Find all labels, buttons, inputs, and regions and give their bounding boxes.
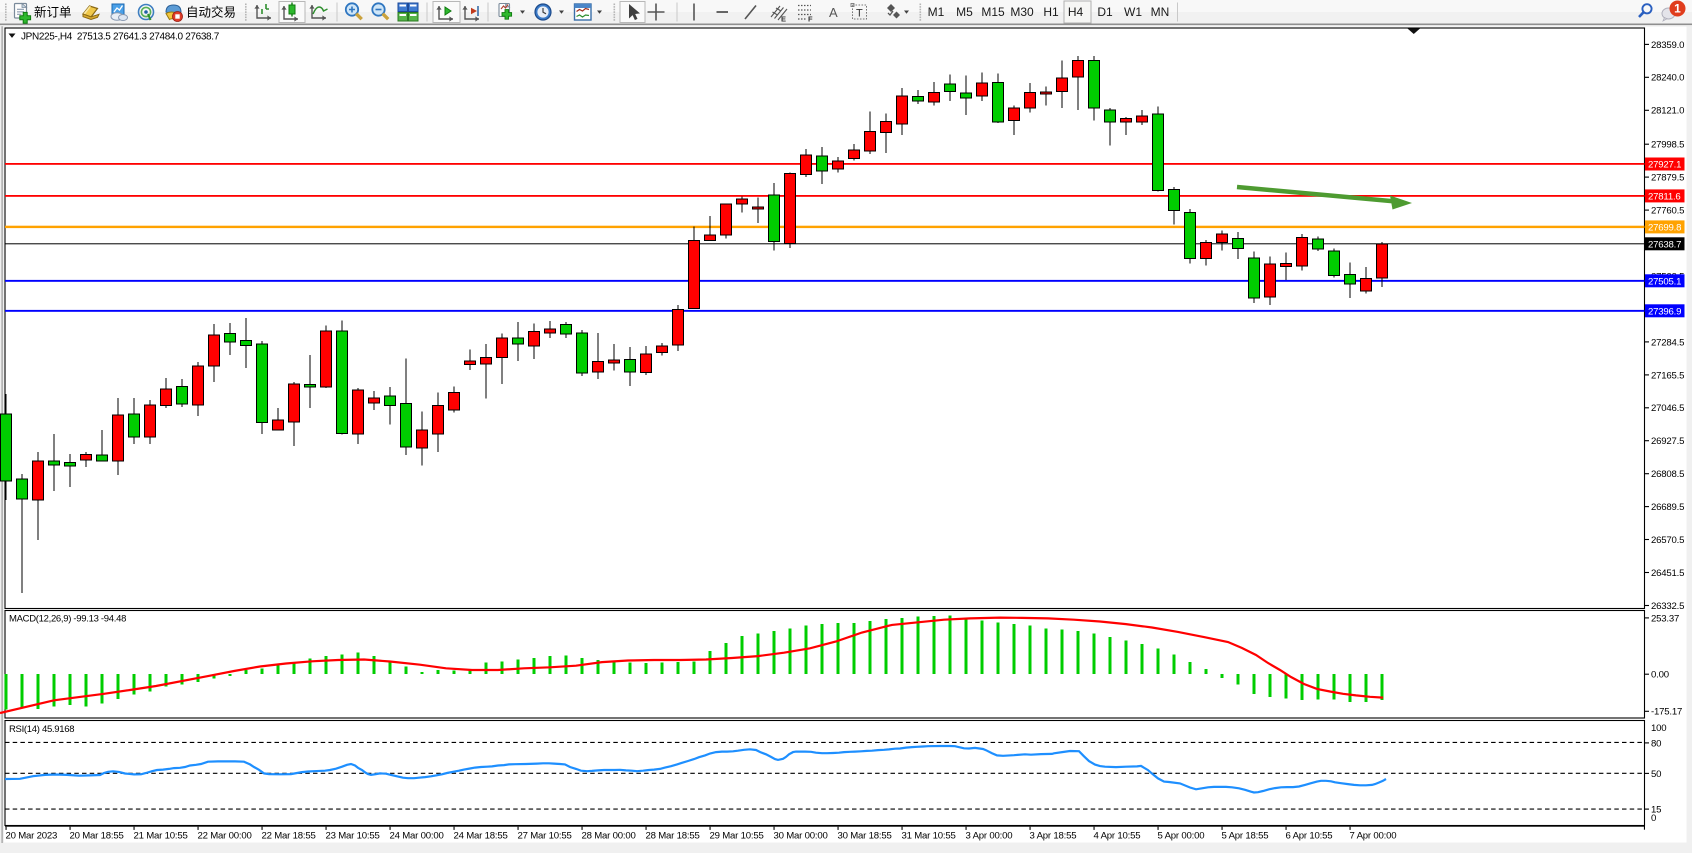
svg-text:26689.5: 26689.5 bbox=[1651, 502, 1684, 513]
svg-text:24 Mar 18:55: 24 Mar 18:55 bbox=[454, 831, 508, 842]
svg-text:4 Apr 10:55: 4 Apr 10:55 bbox=[1094, 831, 1141, 842]
svg-text:5 Apr 00:00: 5 Apr 00:00 bbox=[1158, 831, 1205, 842]
svg-text:30 Mar 00:00: 30 Mar 00:00 bbox=[774, 831, 828, 842]
svg-text:M15: M15 bbox=[981, 5, 1005, 19]
svg-text:27165.5: 27165.5 bbox=[1651, 370, 1684, 381]
svg-text:30 Mar 18:55: 30 Mar 18:55 bbox=[838, 831, 892, 842]
svg-text:100: 100 bbox=[1651, 723, 1666, 734]
svg-text:27505.1: 27505.1 bbox=[1648, 276, 1681, 287]
svg-text:27811.6: 27811.6 bbox=[1648, 192, 1681, 203]
svg-text:27638.7: 27638.7 bbox=[1648, 239, 1681, 250]
svg-text:M30: M30 bbox=[1010, 5, 1034, 19]
svg-text:26808.5: 26808.5 bbox=[1651, 469, 1684, 480]
svg-text:A: A bbox=[829, 5, 838, 20]
svg-text:27879.5: 27879.5 bbox=[1651, 173, 1684, 184]
svg-text:5 Apr 18:55: 5 Apr 18:55 bbox=[1222, 831, 1269, 842]
svg-text:3 Apr 18:55: 3 Apr 18:55 bbox=[1030, 831, 1077, 842]
svg-text:28 Mar 18:55: 28 Mar 18:55 bbox=[646, 831, 700, 842]
svg-text:RSI(14) 45.9168: RSI(14) 45.9168 bbox=[9, 724, 74, 735]
svg-text:27284.5: 27284.5 bbox=[1651, 337, 1684, 348]
svg-text:253.37: 253.37 bbox=[1651, 613, 1679, 624]
svg-text:20 Mar 18:55: 20 Mar 18:55 bbox=[70, 831, 124, 842]
svg-text:27927.1: 27927.1 bbox=[1648, 160, 1681, 171]
svg-text:20 Mar 2023: 20 Mar 2023 bbox=[6, 831, 58, 842]
svg-text:21 Mar 10:55: 21 Mar 10:55 bbox=[134, 831, 188, 842]
svg-text:28359.0: 28359.0 bbox=[1651, 40, 1684, 51]
svg-text:24 Mar 00:00: 24 Mar 00:00 bbox=[390, 831, 444, 842]
svg-text:D1: D1 bbox=[1097, 5, 1113, 19]
svg-text:27699.8: 27699.8 bbox=[1648, 223, 1681, 234]
svg-text:新订单: 新订单 bbox=[34, 5, 72, 20]
svg-text:1: 1 bbox=[1674, 2, 1681, 16]
svg-text:F: F bbox=[808, 15, 813, 24]
svg-text:26332.5: 26332.5 bbox=[1651, 601, 1684, 612]
svg-text:H1: H1 bbox=[1043, 5, 1059, 19]
svg-text:28 Mar 00:00: 28 Mar 00:00 bbox=[582, 831, 636, 842]
svg-text:27396.9: 27396.9 bbox=[1648, 306, 1681, 317]
svg-text:MACD(12,26,9) -99.13 -94.48: MACD(12,26,9) -99.13 -94.48 bbox=[9, 614, 126, 625]
svg-text:50: 50 bbox=[1651, 769, 1661, 780]
svg-text:M5: M5 bbox=[956, 5, 973, 19]
svg-text:W1: W1 bbox=[1124, 5, 1142, 19]
svg-text:0.00: 0.00 bbox=[1651, 670, 1669, 681]
svg-text:6 Apr 10:55: 6 Apr 10:55 bbox=[1286, 831, 1333, 842]
svg-text:3 Apr 00:00: 3 Apr 00:00 bbox=[966, 831, 1013, 842]
svg-text:28240.0: 28240.0 bbox=[1651, 73, 1684, 84]
svg-text:M1: M1 bbox=[928, 5, 945, 19]
svg-text:26451.5: 26451.5 bbox=[1651, 568, 1684, 579]
svg-text:27760.5: 27760.5 bbox=[1651, 206, 1684, 217]
svg-text:H4: H4 bbox=[1068, 5, 1084, 19]
svg-text:27998.5: 27998.5 bbox=[1651, 140, 1684, 151]
svg-text:T: T bbox=[856, 8, 863, 20]
svg-text:自动交易: 自动交易 bbox=[186, 5, 236, 20]
svg-text:-175.17: -175.17 bbox=[1651, 707, 1682, 718]
svg-text:31 Mar 10:55: 31 Mar 10:55 bbox=[902, 831, 956, 842]
svg-text:7 Apr 00:00: 7 Apr 00:00 bbox=[1350, 831, 1397, 842]
svg-text:22 Mar 18:55: 22 Mar 18:55 bbox=[262, 831, 316, 842]
svg-text:27 Mar 10:55: 27 Mar 10:55 bbox=[518, 831, 572, 842]
svg-text:22 Mar 00:00: 22 Mar 00:00 bbox=[198, 831, 252, 842]
svg-text:29 Mar 10:55: 29 Mar 10:55 bbox=[710, 831, 764, 842]
svg-text:27046.5: 27046.5 bbox=[1651, 403, 1684, 414]
svg-text:JPN225-,H4 27513.5 27641.3 27: JPN225-,H4 27513.5 27641.3 27484.0 27638… bbox=[21, 32, 220, 43]
svg-text:28121.0: 28121.0 bbox=[1651, 106, 1684, 117]
svg-text:0: 0 bbox=[1651, 813, 1656, 824]
svg-text:80: 80 bbox=[1651, 738, 1661, 749]
svg-text:MN: MN bbox=[1151, 5, 1170, 19]
svg-text:26927.5: 26927.5 bbox=[1651, 436, 1684, 447]
svg-text:E: E bbox=[781, 15, 786, 24]
svg-text:23 Mar 10:55: 23 Mar 10:55 bbox=[326, 831, 380, 842]
svg-text:26570.5: 26570.5 bbox=[1651, 535, 1684, 546]
